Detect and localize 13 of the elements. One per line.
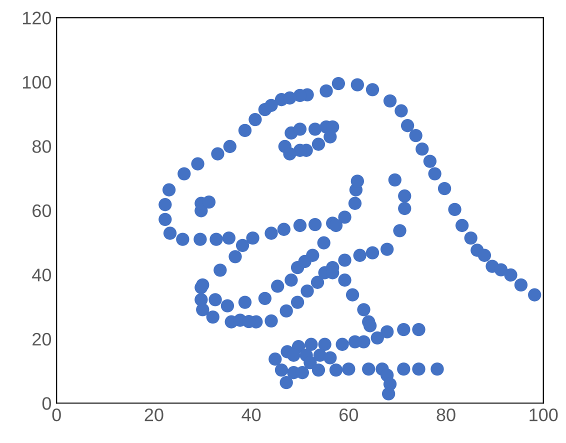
x-tick-label: 40 <box>242 408 261 422</box>
x-tick-label: 20 <box>144 408 164 422</box>
y-tick-label: 40 <box>32 268 52 282</box>
y-tick-label: 20 <box>32 332 52 346</box>
y-tick-label: 60 <box>32 204 52 218</box>
y-tick-label: 120 <box>22 12 52 24</box>
y-tick-label: 80 <box>32 140 52 153</box>
y-tick-label: 0 <box>42 397 52 410</box>
x-tick-label: 60 <box>340 408 358 422</box>
y-tick-label: 100 <box>22 76 52 89</box>
x-tick-label: 100 <box>530 408 558 422</box>
x-tick-label: 0 <box>52 408 61 422</box>
x-tick-label: 80 <box>436 408 456 422</box>
